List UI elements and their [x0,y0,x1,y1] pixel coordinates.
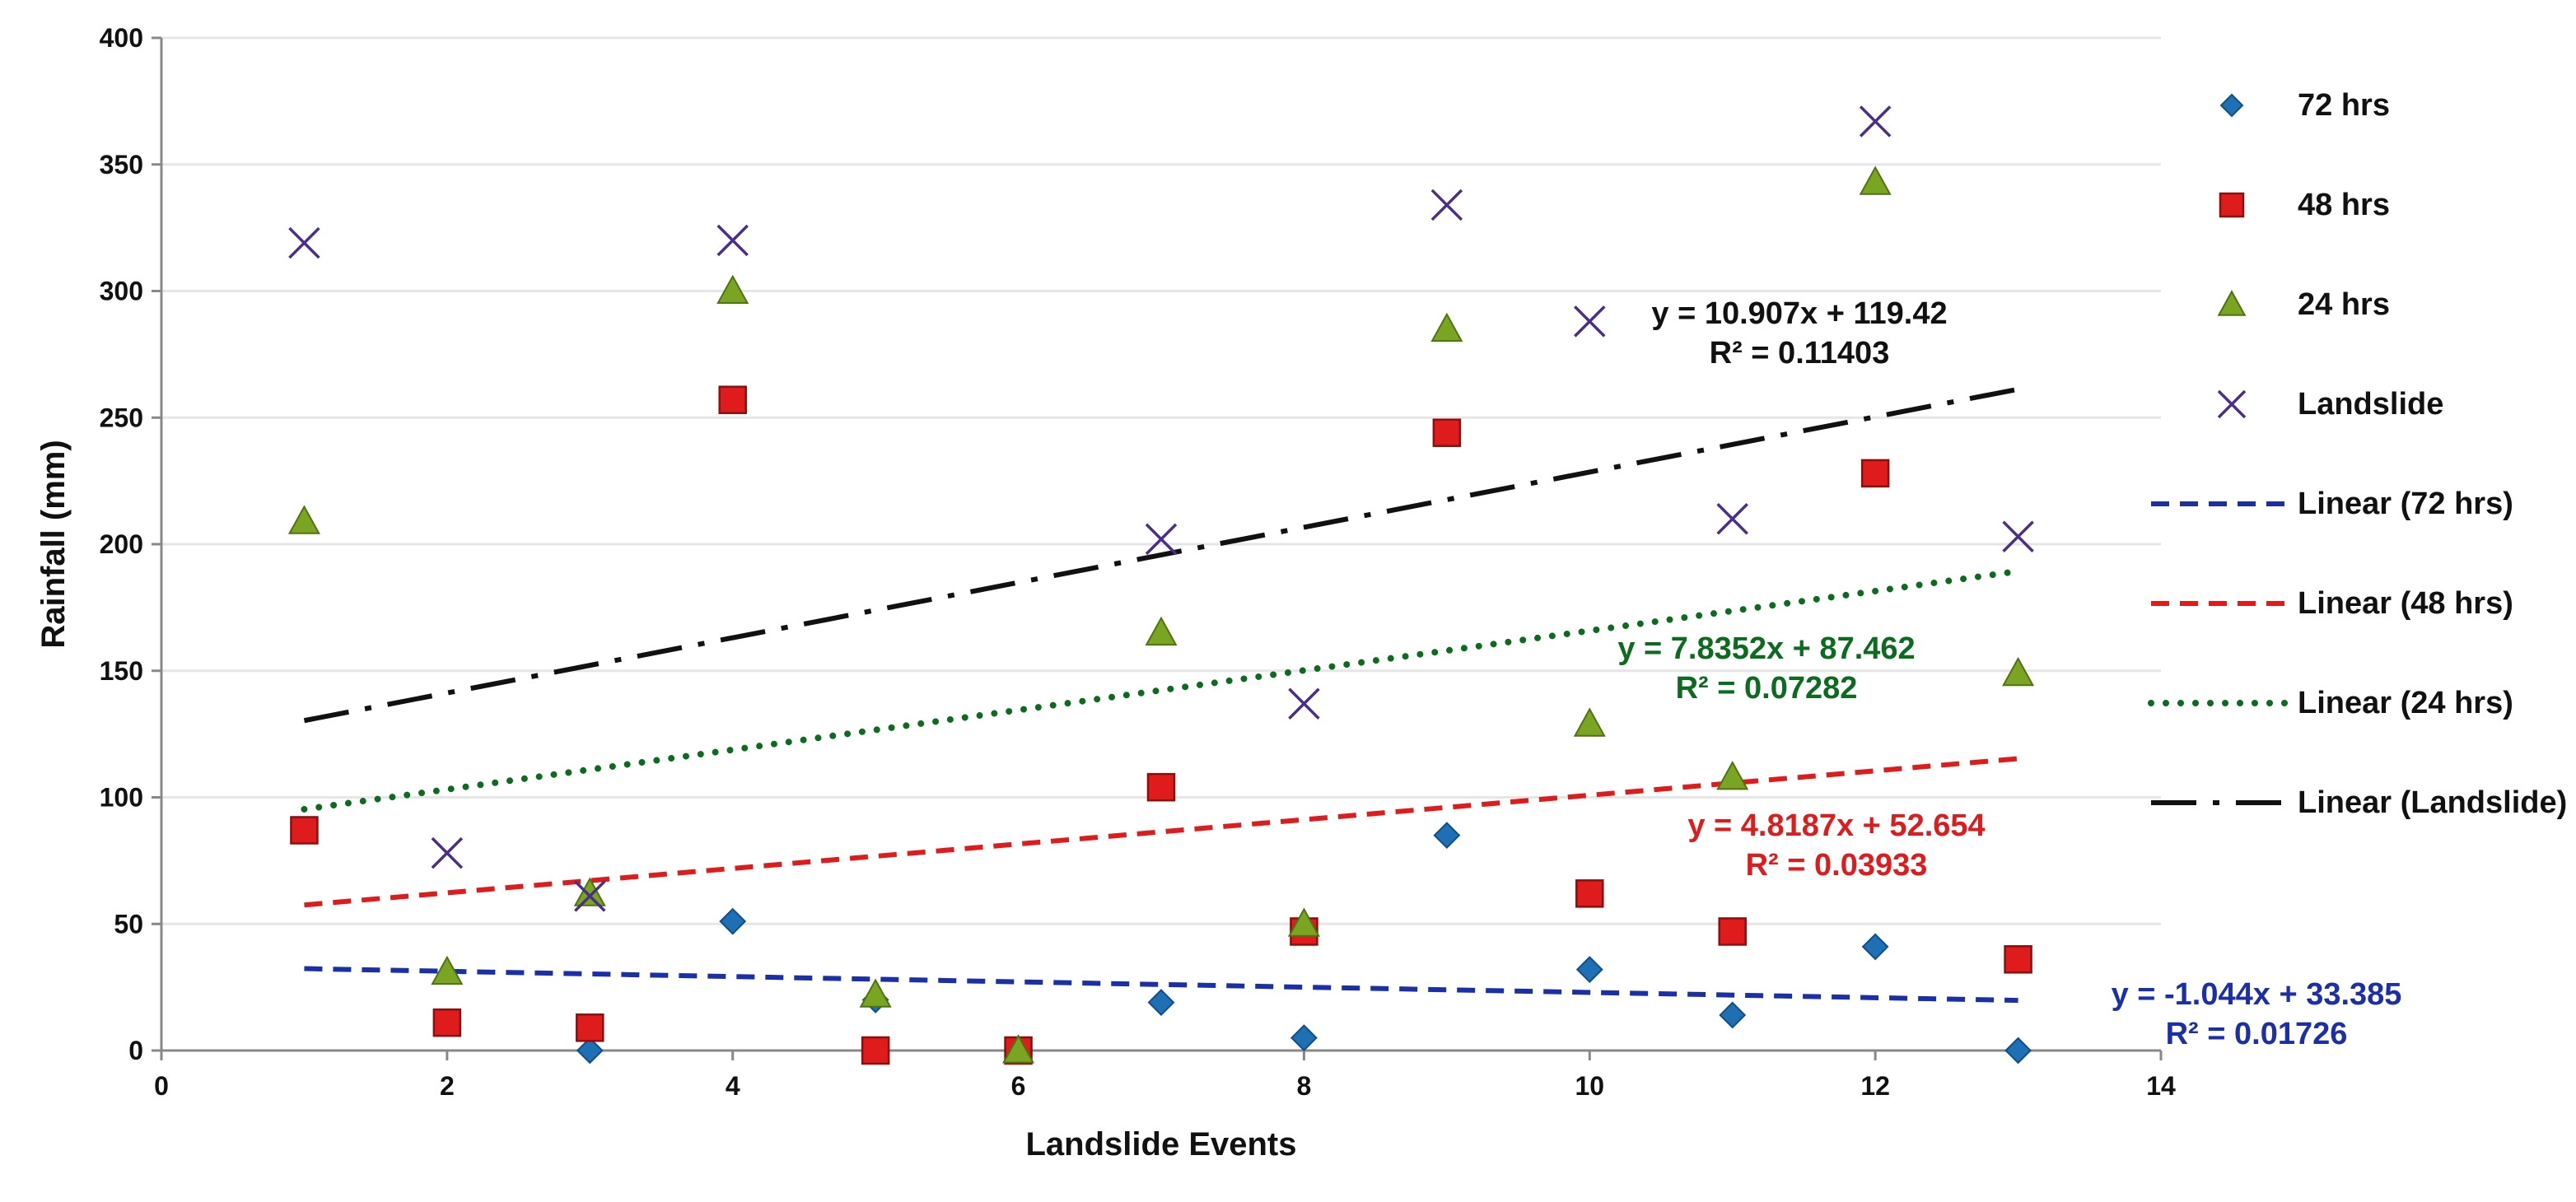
data-point [1433,822,1461,850]
data-point [859,978,892,1008]
data-point [1430,312,1463,342]
data-point [1860,459,1890,488]
data-point [290,816,319,845]
data-point [1287,907,1320,937]
data-point [719,907,747,935]
legend-label: Landslide [2298,387,2443,422]
trendline-r2: R² = 0.07282 [1676,671,1858,706]
y-tick-label: 0 [128,1036,143,1065]
x-axis-title: Landslide Events [1026,1126,1297,1162]
data-point [718,385,747,414]
data-point [2002,520,2034,553]
data-point [1573,707,1606,737]
trendline-r2: R² = 0.11403 [1710,336,1890,370]
trendline-equation: y = 4.8187x + 52.654 [1687,808,1985,843]
data-point [1145,616,1178,646]
data-point [1290,1024,1318,1052]
trendline-equation: y = 10.907x + 119.42 [1651,296,1947,331]
y-tick-label: 100 [100,783,143,813]
legend-marker [2219,93,2244,118]
x-tick-label: 8 [1297,1071,1312,1101]
data-point [1718,917,1747,946]
y-tick-label: 200 [100,529,143,559]
legend-label: 24 hrs [2298,287,2390,322]
legend-label: Linear (Landslide) [2298,785,2567,820]
data-point [1575,956,1603,984]
legend-label: Linear (24 hrs) [2298,686,2513,720]
data-point [861,1036,890,1065]
data-point [576,1037,604,1065]
data-point [2002,656,2035,687]
data-point [432,1008,462,1037]
data-point [716,274,749,304]
x-tick-label: 14 [2146,1071,2176,1101]
y-tick-label: 300 [100,277,143,306]
x-tick-label: 10 [1575,1071,1604,1101]
legend-label: 48 hrs [2298,188,2390,222]
trendline [303,386,2019,724]
data-point [1430,189,1463,221]
axes: 0 50 100 150 200 250 300 350 400 0 2 4 6 8 10 12 14 Lands… [35,23,2176,1162]
x-tick-label: 12 [1860,1071,1890,1101]
data-point [287,505,320,534]
data-point [431,955,464,985]
y-tick-label: 50 [114,909,143,939]
trendline-equations: y = -1.044x + 33.385 R² = 0.01726 y = 4.81… [1617,296,2401,1051]
data-point [1002,1034,1035,1064]
data-point [574,880,606,912]
legend-label: Linear (72 hrs) [2298,487,2513,521]
data-points [287,105,2035,1065]
y-tick-label: 250 [100,403,143,432]
legend-label: Linear (48 hrs) [2298,586,2513,621]
gridlines [161,36,2161,925]
data-point [2004,1037,2032,1065]
x-tick-label: 0 [154,1071,169,1101]
trendline-equation: y = -1.044x + 33.385 [2112,977,2402,1012]
data-point [431,836,464,869]
legend-marker [2217,389,2247,419]
trendline-equation: y = 7.8352x + 87.462 [1617,631,1915,666]
data-point [1719,1001,1747,1029]
legend-marker [2219,192,2245,218]
data-point [1716,503,1748,535]
legend: 72 hrs 48 hrs 24 hrs Landslide Linear (72 hr… [2148,88,2567,820]
trendline [304,966,2018,1004]
data-point [2004,945,2032,974]
legend-marker [2217,290,2247,316]
data-point [1859,165,1892,195]
data-point [1575,879,1604,908]
data-point [1574,305,1606,338]
y-tick-label: 150 [100,656,143,686]
data-point [1288,687,1320,720]
y-tick-label: 400 [100,23,143,53]
data-point [1716,760,1749,790]
data-point [1147,989,1175,1016]
trendline-r2: R² = 0.01726 [2166,1017,2348,1051]
data-point [576,1013,604,1042]
data-point [288,226,320,259]
x-tick-label: 2 [440,1071,455,1101]
trendline-r2: R² = 0.03933 [1746,848,1928,883]
data-point [1145,523,1178,556]
legend-label: 72 hrs [2298,88,2390,123]
data-point [1859,105,1892,137]
data-point [1432,418,1462,447]
data-point [1146,772,1176,802]
data-point [573,877,606,906]
y-tick-label: 350 [100,150,143,179]
y-axis-title: Rainfall (mm) [35,440,72,648]
trendlines [301,386,2022,1004]
data-point [1861,933,1889,961]
data-point [716,224,749,257]
x-tick-label: 6 [1011,1071,1026,1101]
x-tick-label: 4 [726,1071,740,1101]
